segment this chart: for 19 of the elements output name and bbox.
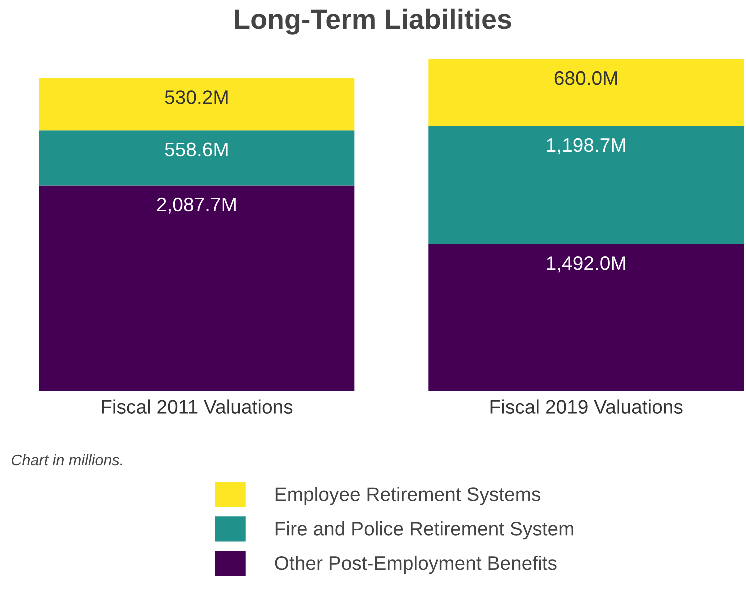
x-tick-label: Fiscal 2011 Valuations [102, 400, 293, 414]
bar [39, 130, 355, 186]
bar [428, 244, 744, 392]
data-label: 1,492.0M [547, 256, 626, 273]
chart-title: Long-Term Liabilities [235, 8, 512, 35]
legend-label: Other Post-Employment Benefits [275, 556, 557, 574]
data-label: 680.0M [554, 71, 618, 86]
legend-label: Fire and Police Retirement System [276, 522, 574, 540]
data-label: 1,198.7M [547, 138, 626, 154]
x-tick-label: Fiscal 2019 Valuations [490, 400, 683, 414]
data-label: 2,087.7M [157, 198, 236, 214]
bar [428, 59, 744, 126]
data-label: 530.2M [165, 90, 228, 104]
bar [39, 186, 355, 392]
data-label: 558.6M [165, 142, 228, 157]
text: Chart in millions. [12, 454, 122, 466]
bar [39, 78, 355, 131]
legend-label: Employee Retirement Systems [276, 487, 541, 506]
bar [428, 126, 744, 244]
